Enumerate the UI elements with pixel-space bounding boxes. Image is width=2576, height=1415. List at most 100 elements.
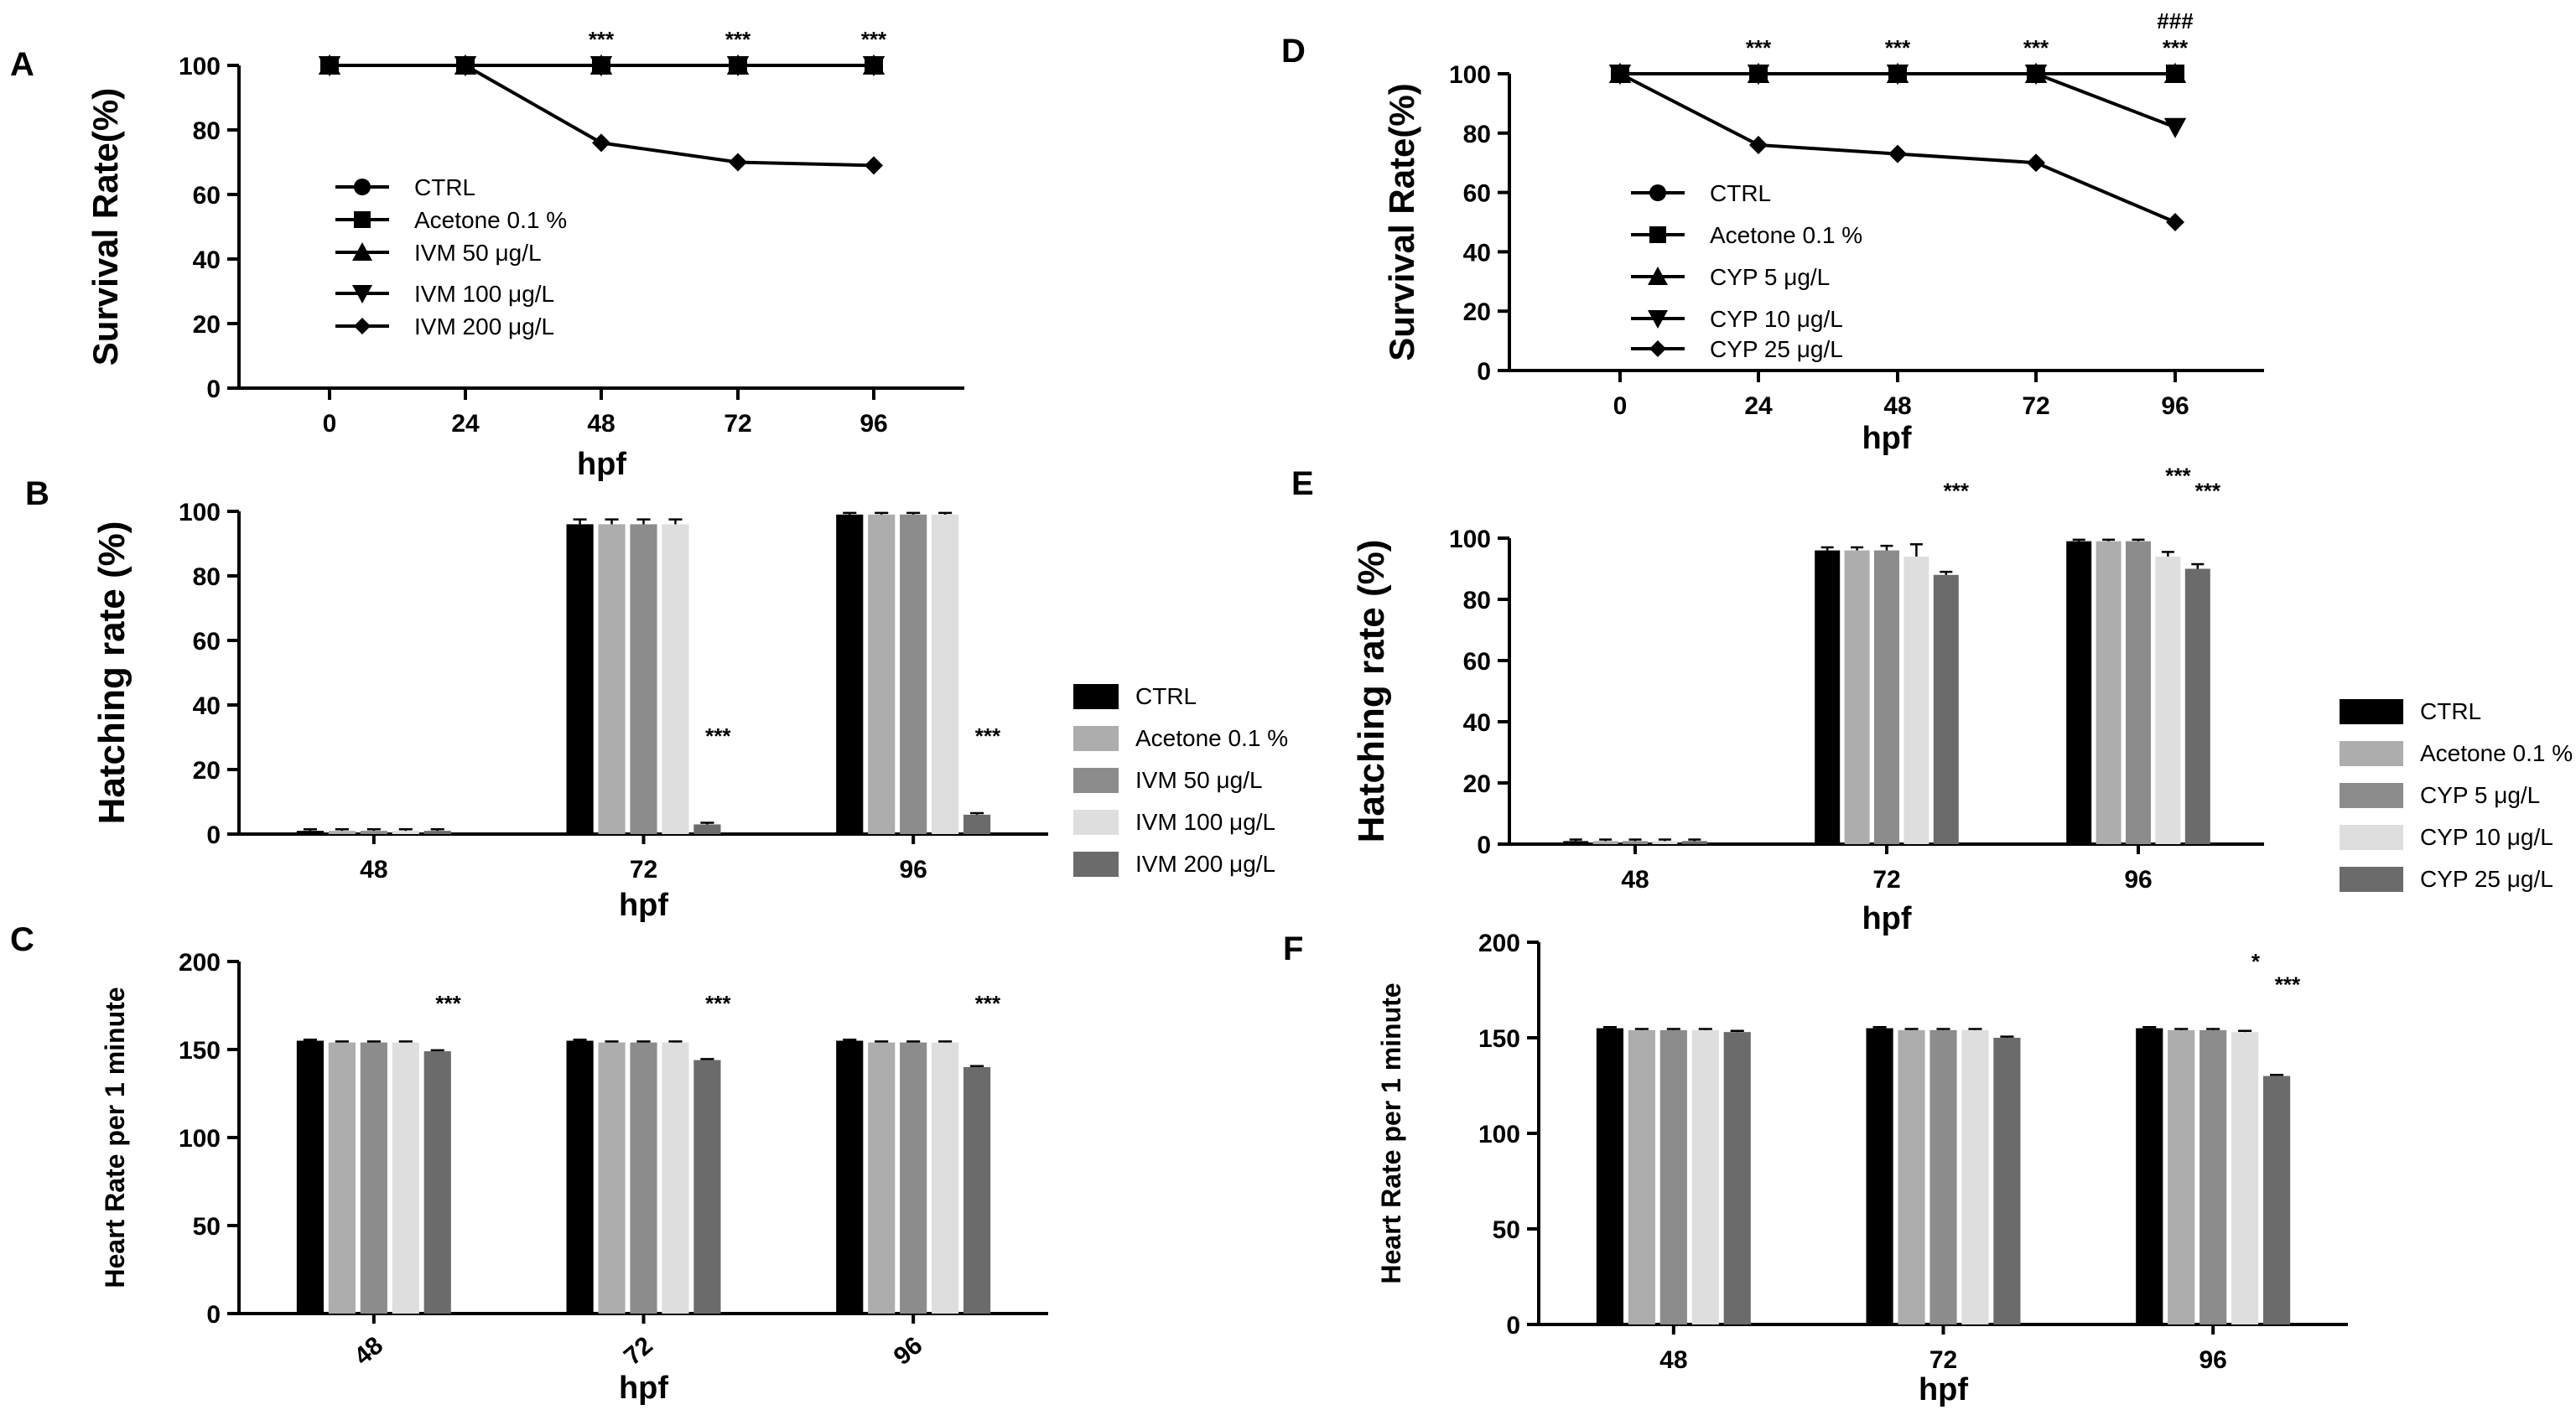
bar	[2096, 541, 2122, 844]
bar	[2126, 541, 2151, 844]
x-tick-label: 24	[1744, 392, 1773, 420]
legend-label: Acetone 0.1 %	[1135, 725, 1288, 751]
legend-label: Acetone 0.1 %	[2420, 740, 2573, 766]
bar	[932, 1042, 959, 1314]
x-axis-title: hpf	[577, 447, 626, 482]
legend-swatch	[1073, 810, 1119, 835]
panel-label: C	[10, 921, 34, 958]
bar	[630, 1042, 657, 1314]
bar	[1592, 841, 1618, 844]
data-point	[729, 153, 747, 172]
legend: CTRL Acetone 0.1 % IVM 50 μg/L IVM 100 μg/L…	[1073, 683, 1288, 877]
panel-d: 0 20 40 60 80 100 Survival Rate(%) hpf D 0 24 48 72 9…	[1281, 8, 2264, 456]
legend-marker	[1649, 184, 1666, 201]
legend-label: CTRL	[2420, 698, 2481, 724]
y-tick-label: 0	[1477, 358, 1491, 386]
bar	[566, 524, 594, 834]
y-tick-label: 0	[1506, 1312, 1520, 1340]
panel-a: 0 20 40 60 80 100 Survival Rate(%) hpf A 0 24 48 72 9…	[10, 27, 964, 482]
data-point	[589, 56, 613, 77]
significance-label: ***	[2163, 35, 2189, 60]
y-tick-label: 20	[1463, 298, 1491, 326]
bar	[932, 514, 959, 834]
panel-label: F	[1283, 930, 1303, 967]
bar	[328, 1042, 356, 1314]
bar	[868, 514, 896, 834]
bar	[1723, 1032, 1751, 1324]
bar	[423, 831, 451, 834]
legend-swatch	[1073, 768, 1119, 793]
x-tick-label: 48	[1659, 1346, 1687, 1374]
legend-swatch	[1073, 852, 1119, 877]
legend-marker	[352, 285, 372, 303]
y-tick-label: 60	[1463, 648, 1491, 676]
bar	[1628, 1029, 1655, 1324]
bar	[963, 814, 991, 834]
y-tick-label: 100	[179, 499, 221, 526]
bar	[693, 824, 721, 834]
significance-label: *	[2251, 949, 2261, 974]
bar	[900, 1042, 927, 1314]
panel-c: 0 50 100 150 200 Heart Rate per 1 minute hpf C 4…	[10, 921, 1048, 1406]
x-tick-label: 96	[889, 1331, 928, 1371]
bar	[693, 1060, 721, 1314]
bar	[1681, 841, 1707, 844]
x-tick-label: 96	[2124, 866, 2152, 894]
x-tick-label: 48	[1883, 392, 1911, 420]
bar	[662, 524, 689, 834]
y-tick-label: 40	[193, 692, 221, 720]
y-tick-label: 80	[193, 563, 221, 591]
legend-label: IVM 50 μg/L	[1135, 767, 1263, 793]
bar	[2199, 1029, 2227, 1324]
y-tick-label: 80	[1463, 121, 1491, 148]
panel-label: D	[1281, 33, 1306, 70]
legend-label: IVM 50 μg/L	[414, 240, 542, 266]
significance-label: ***	[589, 27, 615, 52]
bar	[360, 1042, 387, 1314]
legend-marker	[354, 211, 371, 228]
x-tick-label: 72	[1929, 1346, 1957, 1374]
bar	[598, 524, 626, 834]
legend-swatch	[2340, 783, 2403, 808]
y-tick-label: 80	[193, 117, 221, 145]
legend: CTRL Acetone 0.1 % IVM 50 μg/L IVM 100 μg/L…	[335, 174, 567, 339]
panel-label: E	[1291, 465, 1314, 502]
significance-label: ***	[975, 991, 1001, 1016]
y-tick-label: 100	[179, 1125, 221, 1153]
legend-label: CYP 25 μg/L	[1710, 336, 1843, 362]
y-tick-label: 100	[1478, 1121, 1520, 1148]
bar	[296, 1040, 325, 1314]
legend-label: CTRL	[1710, 180, 1771, 206]
y-tick-label: 40	[193, 246, 221, 274]
bar	[900, 514, 927, 834]
bar	[1691, 1029, 1719, 1324]
y-tick-label: 200	[1478, 930, 1520, 957]
x-axis-title: hpf	[1919, 1372, 1968, 1407]
data-point	[592, 133, 610, 153]
significance-label: ***	[435, 991, 461, 1016]
x-tick-label: 96	[2161, 392, 2189, 420]
y-tick-label: 100	[1449, 526, 1491, 553]
legend-marker	[1648, 310, 1668, 329]
legend-label: CYP 10 μg/L	[1710, 306, 1843, 332]
y-tick-label: 20	[193, 757, 221, 785]
significance-label: ***	[705, 991, 731, 1016]
legend-marker	[1649, 226, 1666, 243]
significance-label: ***	[705, 723, 731, 749]
bar	[392, 1042, 419, 1314]
legend-label: Acetone 0.1 %	[1710, 222, 1862, 248]
y-tick-label: 0	[1477, 832, 1491, 859]
legend-label: IVM 200 μg/L	[1135, 851, 1275, 877]
x-tick-label: 96	[2199, 1346, 2226, 1374]
bar	[328, 831, 356, 834]
legend-swatch	[2340, 741, 2403, 766]
bar	[566, 1040, 594, 1314]
y-tick-label: 150	[1478, 1025, 1520, 1053]
x-tick-label: 72	[724, 410, 751, 438]
bar	[868, 1042, 896, 1314]
bar	[1903, 556, 1929, 844]
x-tick-label: 0	[323, 410, 337, 438]
bar	[1898, 1029, 1925, 1324]
y-tick-label: 100	[1449, 61, 1491, 89]
